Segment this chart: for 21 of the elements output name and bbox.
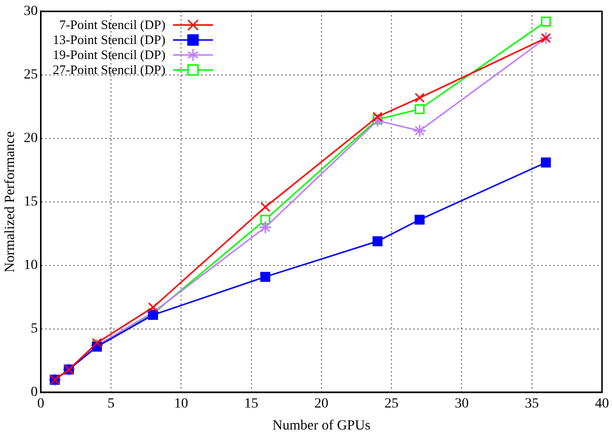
legend-label: 7-Point Stencil (DP): [59, 17, 166, 32]
y-tick-label: 0: [30, 385, 38, 400]
y-axis-title: Normalized Performance: [3, 131, 18, 272]
y-tick-label: 5: [30, 322, 38, 337]
x-tick-label: 5: [107, 396, 114, 412]
x-tick-label: 20: [314, 396, 328, 412]
y-tick-label: 25: [24, 68, 38, 83]
legend-label: 19-Point Stencil (DP): [52, 47, 166, 62]
x-tick-label: 40: [595, 396, 609, 412]
x-tick-label: 30: [454, 396, 469, 412]
x-tick-label: 35: [524, 396, 539, 412]
y-tick-label: 30: [24, 4, 38, 20]
x-tick-label: 25: [384, 396, 399, 412]
legend-label: 27-Point Stencil (DP): [52, 62, 166, 78]
y-tick-label: 15: [24, 194, 38, 210]
x-tick-label: 10: [174, 396, 188, 412]
x-tick-label: 15: [244, 396, 258, 412]
y-tick-label: 10: [24, 258, 38, 274]
legend-label: 13-Point Stencil (DP): [52, 32, 166, 48]
x-axis-title: Number of GPUs: [272, 418, 370, 434]
y-tick-label: 20: [24, 131, 38, 146]
